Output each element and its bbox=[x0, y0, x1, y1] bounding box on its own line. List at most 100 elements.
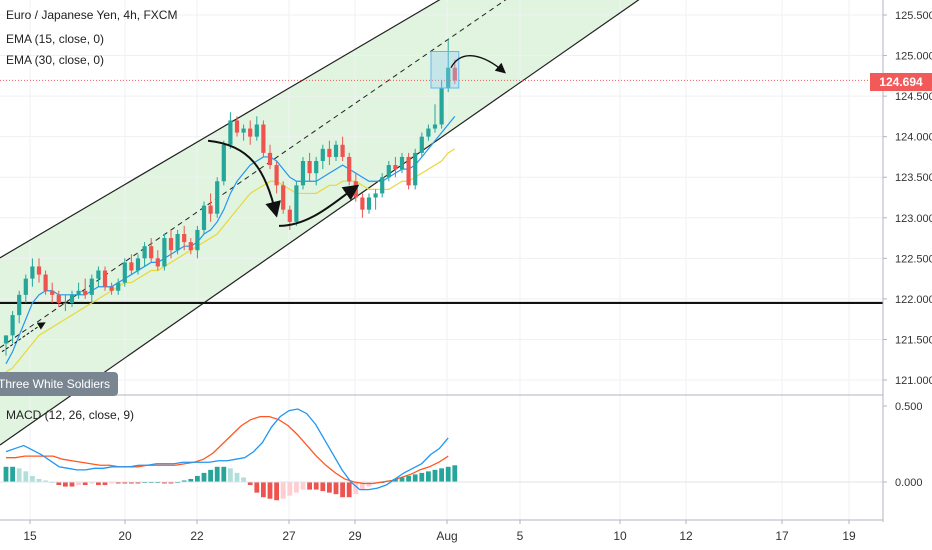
time-axis-label: 5 bbox=[517, 529, 524, 543]
candle-body bbox=[353, 181, 358, 198]
candle-body bbox=[248, 128, 253, 137]
macd-histogram-bar bbox=[3, 466, 9, 482]
price-axis-label: 122.500 bbox=[895, 253, 932, 265]
price-axis-label: 125.500 bbox=[895, 10, 932, 22]
candle-body bbox=[23, 278, 28, 295]
candle-body bbox=[102, 270, 108, 287]
macd-histogram-bar bbox=[76, 482, 81, 486]
candle-body bbox=[399, 156, 405, 170]
macd-histogram-bar bbox=[23, 471, 29, 482]
macd-histogram-bar bbox=[181, 480, 187, 482]
macd-histogram-bar bbox=[393, 478, 398, 482]
macd-histogram-bar bbox=[439, 468, 444, 482]
time-axis-label: 17 bbox=[775, 529, 789, 543]
macd-histogram-bar bbox=[234, 472, 240, 482]
drop-arrow bbox=[207, 139, 281, 218]
candle-body bbox=[254, 124, 259, 137]
small-dashed-arrow bbox=[1, 322, 46, 353]
time-axis-label: 12 bbox=[679, 529, 693, 543]
macd-histogram-bar bbox=[82, 482, 88, 486]
macd-histogram-bar bbox=[221, 466, 227, 482]
candle-body bbox=[201, 205, 207, 230]
candle-body bbox=[149, 246, 154, 259]
candle-body bbox=[234, 120, 240, 133]
candle-body bbox=[208, 205, 213, 214]
candle-body bbox=[188, 242, 193, 251]
macd-histogram-bar bbox=[274, 482, 279, 501]
candle-body bbox=[307, 161, 312, 174]
macd-histogram-bar bbox=[188, 478, 194, 482]
candle-body bbox=[195, 229, 200, 251]
candle-body bbox=[109, 286, 114, 291]
macd-histogram-bar bbox=[399, 477, 405, 482]
macd-histogram-bar bbox=[228, 468, 233, 482]
candle-body bbox=[446, 67, 451, 88]
macd-histogram-bar bbox=[261, 482, 266, 498]
candle-body bbox=[63, 302, 68, 304]
macd-histogram-bar bbox=[360, 482, 365, 490]
candle-body bbox=[340, 144, 345, 157]
candle-body bbox=[314, 161, 319, 174]
macd-histogram-bar bbox=[333, 482, 339, 495]
candle-body bbox=[3, 335, 9, 344]
time-axis-label: 29 bbox=[348, 529, 362, 543]
macd-histogram-bar bbox=[280, 482, 286, 499]
macd-histogram-bar bbox=[214, 466, 220, 482]
macd-histogram-bar bbox=[36, 478, 42, 482]
candle-body bbox=[452, 67, 457, 81]
candle-body bbox=[281, 185, 286, 210]
candle-body bbox=[96, 270, 101, 279]
macd-histogram-bar bbox=[419, 472, 425, 482]
macd-histogram-bar bbox=[43, 480, 48, 482]
macd-histogram-bar bbox=[432, 469, 438, 482]
macd-histogram-bar bbox=[195, 475, 200, 482]
candle-body bbox=[287, 209, 292, 222]
candle-body bbox=[116, 282, 121, 291]
macd-line bbox=[5, 408, 449, 491]
time-axis-label: 10 bbox=[613, 529, 627, 543]
macd-histogram-bar bbox=[406, 475, 411, 482]
candle-body bbox=[162, 238, 167, 267]
time-axis-label: 19 bbox=[842, 529, 856, 543]
macd-axis-label: 0.500 bbox=[895, 401, 923, 413]
candle-body bbox=[360, 197, 365, 210]
candle-body bbox=[215, 181, 220, 214]
candle-body bbox=[221, 144, 226, 182]
candle-body bbox=[36, 266, 42, 275]
macd-histogram-bar bbox=[340, 482, 345, 498]
chart-title: Euro / Japanese Yen, 4h, FXCM bbox=[6, 8, 178, 22]
candle-body bbox=[56, 294, 61, 303]
candle-body bbox=[17, 294, 22, 316]
macd-histogram-bar bbox=[320, 482, 326, 492]
candle-body bbox=[89, 278, 94, 295]
macd-histogram-bar bbox=[412, 474, 418, 482]
macd-histogram-bar bbox=[56, 482, 62, 486]
price-axis-label: 125.000 bbox=[895, 51, 932, 63]
macd-histogram-bar bbox=[122, 482, 128, 484]
macd-histogram-bar bbox=[327, 482, 332, 493]
macd-histogram-bar bbox=[353, 482, 359, 495]
candle-body bbox=[129, 262, 134, 271]
macd-histogram-bar bbox=[102, 482, 108, 486]
candle-body bbox=[393, 165, 398, 170]
candle-body bbox=[373, 193, 378, 198]
price-axis-label: 123.500 bbox=[895, 172, 932, 184]
channel-upper-line bbox=[0, 0, 441, 259]
candle-body bbox=[168, 238, 174, 251]
ema30-legend: EMA (30, close, 0) bbox=[6, 53, 105, 67]
macd-histogram-bar bbox=[109, 482, 114, 484]
candle-body bbox=[406, 156, 411, 186]
candle-body bbox=[30, 266, 35, 279]
macd-histogram-bar bbox=[89, 482, 95, 484]
candle-body bbox=[261, 124, 266, 153]
rise-arrow bbox=[278, 184, 360, 227]
time-axis-label: 20 bbox=[118, 529, 132, 543]
candle-body bbox=[333, 144, 339, 157]
candle-body bbox=[135, 258, 141, 271]
candle-body bbox=[175, 234, 180, 251]
candle-body bbox=[347, 156, 352, 182]
pattern-label[interactable]: Three White Soldiers bbox=[0, 372, 119, 396]
macd-histogram-bar bbox=[201, 472, 207, 482]
